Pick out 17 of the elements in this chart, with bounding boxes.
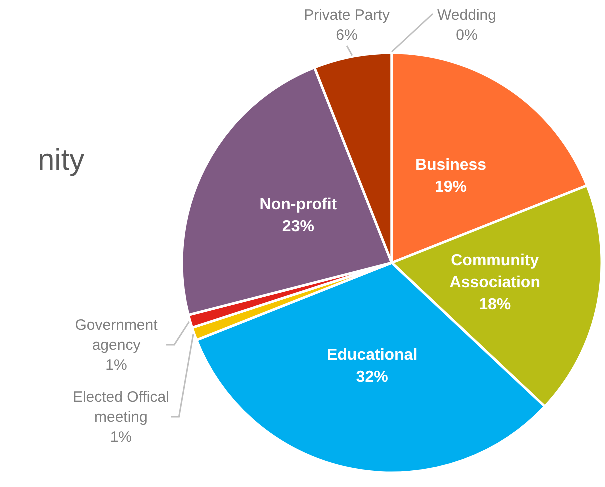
data-label: 19% [435,179,468,196]
data-label: 32% [356,369,388,386]
data-label: 1% [110,428,132,446]
slice-label: Community Association [450,252,540,292]
slice-label: Educational [326,347,418,364]
slice-label: Government agency [75,316,159,354]
text: 0% [456,27,478,44]
slice-label: Private Party [304,7,390,24]
data-label: 18% [479,296,512,314]
text: nity [38,144,85,177]
slice-label: Non-profit [260,196,338,214]
data-label: 6% [336,27,358,44]
slice-label: Elected Offical meeting [72,388,170,426]
data-label: 1% [106,356,128,374]
category-label: Wedding [438,7,496,24]
data-label: 23% [282,218,314,236]
slice-label: Business [415,157,487,174]
